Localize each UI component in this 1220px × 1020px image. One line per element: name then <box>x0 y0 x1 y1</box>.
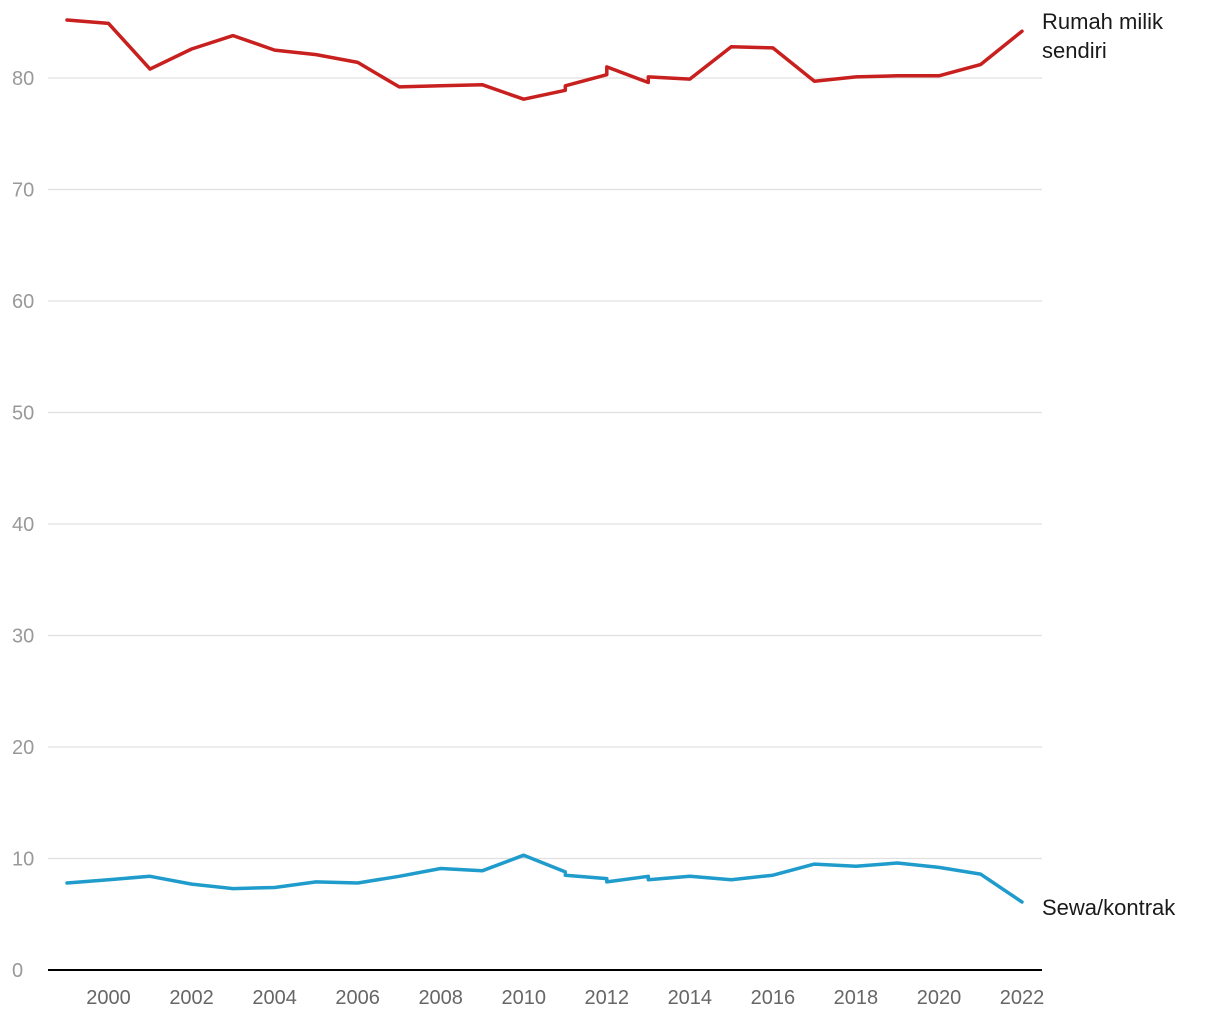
data-point-0-11 <box>522 97 525 101</box>
data-point-0-14 <box>605 73 608 76</box>
data-point-0-18 <box>688 77 692 81</box>
data-point-1-8 <box>397 875 401 878</box>
data-point-0-6 <box>314 53 318 56</box>
x-tick-label-2004: 2004 <box>252 987 297 1009</box>
data-point-1-16 <box>647 875 650 878</box>
x-tick-label-2010: 2010 <box>501 987 546 1009</box>
x-tick-label-2018: 2018 <box>834 987 879 1009</box>
y-axis-ticks: 0 10 20 30 40 50 60 70 80 <box>12 68 34 982</box>
series-line-0 <box>65 18 1024 101</box>
series-label-1-line-0: Sewa/kontrak <box>1042 895 1176 920</box>
data-point-0-2 <box>148 67 152 71</box>
x-axis-ticks: 2000 2002 2004 2006 2008 2010 2012 2014 2016 2018… <box>86 987 1044 1009</box>
series-label-0-line-0: Rumah milik <box>1042 9 1164 34</box>
y-tick-label-40: 40 <box>12 514 34 536</box>
data-point-1-5 <box>273 886 276 889</box>
data-point-1-4 <box>231 887 235 890</box>
data-point-0-4 <box>231 34 235 37</box>
data-point-1-18 <box>688 875 692 878</box>
x-tick-label-2020: 2020 <box>917 987 962 1009</box>
y-tick-label-80: 80 <box>12 68 34 90</box>
data-point-1-10 <box>481 869 484 872</box>
data-point-0-21 <box>813 80 816 83</box>
data-point-0-9 <box>439 84 442 88</box>
data-point-1-22 <box>854 865 858 868</box>
y-tick-label-0: 0 <box>12 960 23 982</box>
data-point-0-25 <box>979 63 982 66</box>
data-point-1-6 <box>314 880 318 884</box>
data-point-1-12 <box>564 870 567 874</box>
series-labels: Rumah milik sendiri Sewa/kontrak <box>1042 9 1176 920</box>
data-point-0-17 <box>647 75 650 79</box>
data-point-1-26 <box>1020 900 1024 904</box>
data-point-1-13 <box>564 874 567 877</box>
data-point-1-17 <box>647 878 650 881</box>
data-point-1-7 <box>356 881 359 885</box>
data-point-0-26 <box>1020 29 1024 33</box>
data-point-0-7 <box>356 61 359 64</box>
gridlines <box>48 77 1042 860</box>
series-line-1 <box>65 853 1024 904</box>
data-point-1-15 <box>605 880 608 884</box>
data-point-0-22 <box>854 75 858 79</box>
data-point-1-2 <box>148 875 152 878</box>
data-point-0-0 <box>65 18 69 22</box>
data-point-0-10 <box>481 83 484 86</box>
data-point-0-19 <box>730 45 733 48</box>
data-point-1-11 <box>522 853 525 857</box>
data-point-1-25 <box>979 872 982 876</box>
y-tick-label-60: 60 <box>12 291 34 313</box>
y-tick-label-50: 50 <box>12 403 34 425</box>
data-point-0-1 <box>107 22 110 25</box>
x-tick-label-2022: 2022 <box>1000 987 1045 1009</box>
x-tick-label-2006: 2006 <box>335 987 380 1009</box>
series-lines <box>65 18 1024 904</box>
x-tick-label-2012: 2012 <box>585 987 630 1009</box>
series-label-0-line-1: sendiri <box>1042 38 1107 63</box>
data-point-0-3 <box>190 47 193 51</box>
data-point-0-8 <box>397 85 401 89</box>
data-point-1-3 <box>190 882 193 886</box>
data-point-1-20 <box>771 874 775 877</box>
data-point-1-23 <box>896 861 899 865</box>
data-point-0-16 <box>647 81 650 84</box>
data-point-0-13 <box>564 84 567 88</box>
data-point-1-19 <box>730 878 733 881</box>
data-point-0-12 <box>564 89 567 92</box>
y-tick-label-20: 20 <box>12 737 34 759</box>
data-point-0-15 <box>605 65 608 69</box>
x-tick-label-2016: 2016 <box>751 987 796 1009</box>
data-point-1-24 <box>937 866 941 869</box>
y-tick-label-70: 70 <box>12 180 34 202</box>
x-tick-label-2014: 2014 <box>668 987 713 1009</box>
data-point-1-1 <box>107 878 110 881</box>
data-point-1-14 <box>605 877 608 880</box>
y-tick-label-10: 10 <box>12 849 34 871</box>
x-tick-label-2008: 2008 <box>418 987 463 1009</box>
y-tick-label-30: 30 <box>12 626 34 648</box>
data-point-0-20 <box>771 46 775 50</box>
data-point-0-23 <box>896 74 899 77</box>
data-point-1-0 <box>65 881 69 885</box>
data-point-1-21 <box>813 862 816 866</box>
data-point-0-5 <box>273 48 276 52</box>
data-point-0-24 <box>937 74 941 77</box>
x-tick-label-2000: 2000 <box>86 987 131 1009</box>
x-tick-label-2002: 2002 <box>169 987 214 1009</box>
data-point-1-9 <box>439 867 442 870</box>
